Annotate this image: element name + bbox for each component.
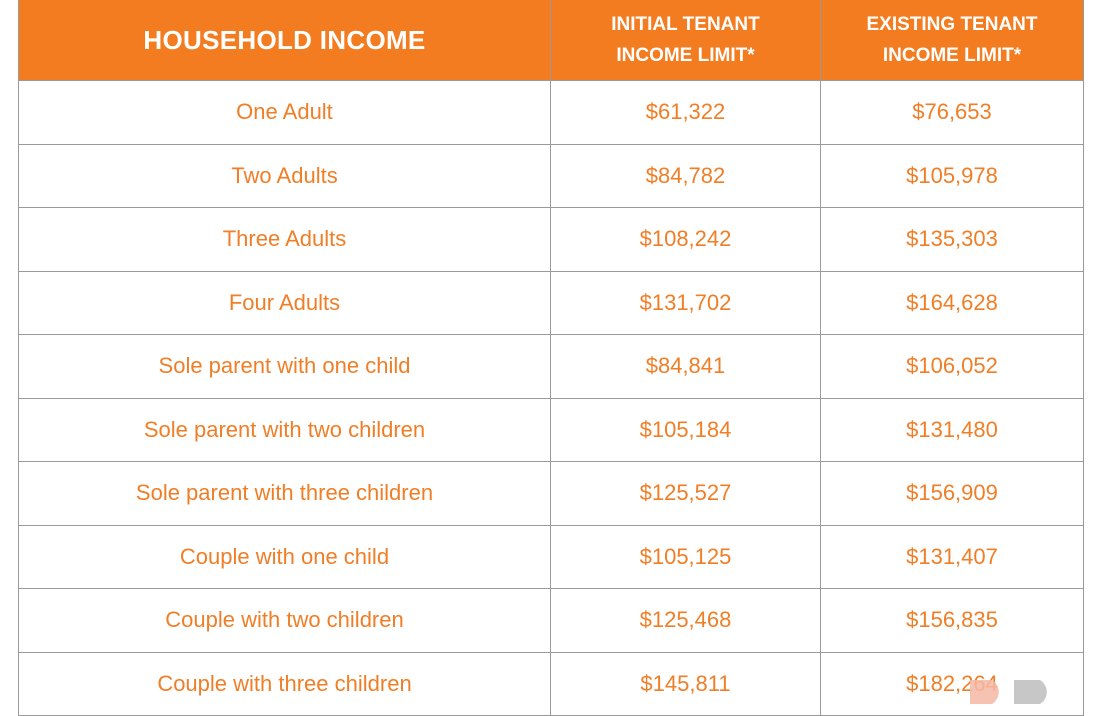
household-type-cell: Sole parent with two children [18, 397, 551, 462]
household-type-cell: Couple with three children [18, 651, 551, 716]
header-line: INITIAL TENANT [611, 14, 760, 35]
existing-limit-cell: $156,835 [820, 588, 1084, 653]
initial-limit-cell: $131,702 [550, 270, 821, 335]
header-line: EXISTING TENANT [866, 14, 1038, 35]
existing-limit-cell: $131,480 [820, 397, 1084, 462]
header-line: INCOME LIMIT* [882, 45, 1022, 66]
header-line: INCOME LIMIT* [616, 45, 755, 66]
initial-limit-cell: $84,841 [550, 334, 821, 399]
header-initial-tenant-limit: INITIAL TENANT INCOME LIMIT* [550, 0, 821, 81]
household-type-cell: Sole parent with three children [18, 461, 551, 526]
household-type-cell: Two Adults [18, 143, 551, 208]
income-limits-table: HOUSEHOLD INCOME INITIAL TENANT INCOME LI… [18, 0, 1084, 716]
household-type-cell: Couple with one child [18, 524, 551, 589]
table-row: Three Adults $108,242 $135,303 [18, 207, 1084, 272]
existing-limit-cell: $135,303 [820, 207, 1084, 272]
table-row: One Adult $61,322 $76,653 [18, 80, 1084, 145]
initial-limit-cell: $84,782 [550, 143, 821, 208]
table-row: Couple with three children $145,811 $182,2… [18, 651, 1084, 716]
table-row: Sole parent with one child $84,841 $106,05… [18, 334, 1084, 399]
header-existing-tenant-limit: EXISTING TENANT INCOME LIMIT* [820, 0, 1084, 81]
table-row: Sole parent with three children $125,527 $… [18, 461, 1084, 526]
initial-limit-cell: $145,811 [550, 651, 821, 716]
household-type-cell: Couple with two children [18, 588, 551, 653]
logo-watermark-icon [970, 680, 1047, 704]
existing-limit-cell: $76,653 [820, 80, 1084, 145]
table-row: Sole parent with two children $105,184 $13… [18, 397, 1084, 462]
header-household-income: HOUSEHOLD INCOME [18, 0, 551, 81]
existing-limit-cell: $105,978 [820, 143, 1084, 208]
initial-limit-cell: $108,242 [550, 207, 821, 272]
initial-limit-cell: $61,322 [550, 80, 821, 145]
household-type-cell: Three Adults [18, 207, 551, 272]
initial-limit-cell: $105,184 [550, 397, 821, 462]
header-row: HOUSEHOLD INCOME INITIAL TENANT INCOME LI… [18, 0, 1084, 81]
household-type-cell: One Adult [18, 80, 551, 145]
table-row: Four Adults $131,702 $164,628 [18, 270, 1084, 335]
table-row: Two Adults $84,782 $105,978 [18, 143, 1084, 208]
existing-limit-cell: $156,909 [820, 461, 1084, 526]
existing-limit-cell: $106,052 [820, 334, 1084, 399]
initial-limit-cell: $125,468 [550, 588, 821, 653]
initial-limit-cell: $105,125 [550, 524, 821, 589]
initial-limit-cell: $125,527 [550, 461, 821, 526]
table-row: Couple with two children $125,468 $156,835 [18, 588, 1084, 653]
table-row: Couple with one child $105,125 $131,407 [18, 524, 1084, 589]
existing-limit-cell: $131,407 [820, 524, 1084, 589]
household-type-cell: Four Adults [18, 270, 551, 335]
existing-limit-cell: $164,628 [820, 270, 1084, 335]
household-type-cell: Sole parent with one child [18, 334, 551, 399]
